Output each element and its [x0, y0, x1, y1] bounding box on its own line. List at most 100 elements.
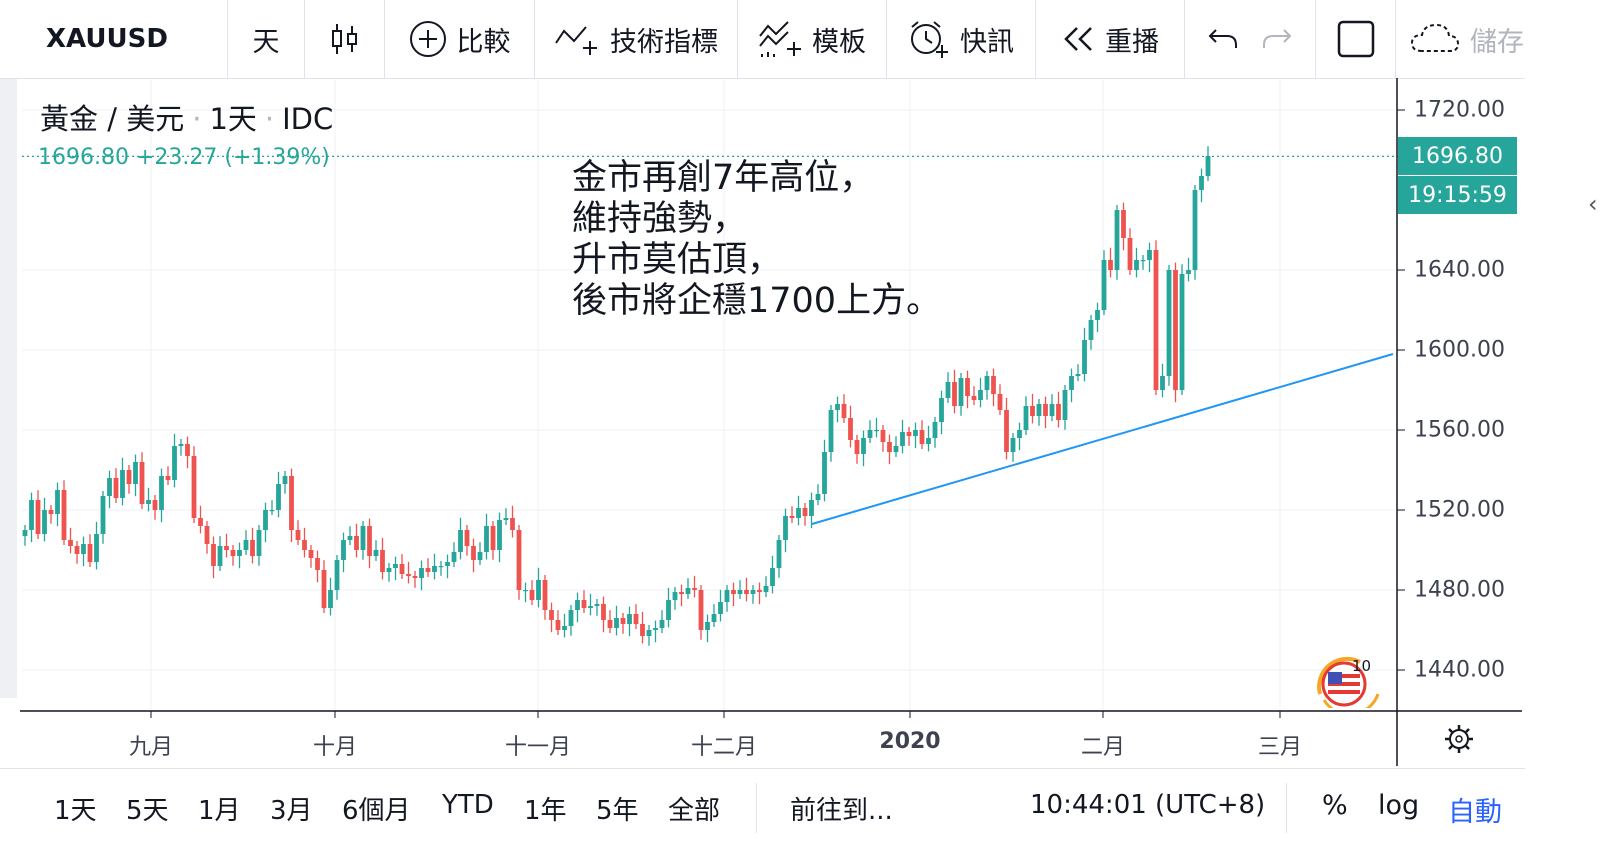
range-3m[interactable]: 3月: [270, 796, 313, 826]
countdown-tag: 19:15:59: [1398, 176, 1517, 214]
fullscreen-icon: [1337, 20, 1374, 58]
candle-body: [419, 568, 424, 578]
candle-body: [490, 526, 496, 550]
candle-body: [789, 516, 795, 518]
candle-body: [360, 526, 366, 550]
candle-body: [477, 552, 483, 560]
candle-body: [510, 518, 515, 530]
compare-label: 比較: [456, 26, 511, 58]
candle-body: [698, 590, 704, 630]
range-all[interactable]: 全部: [668, 796, 721, 826]
candle-body: [367, 526, 372, 556]
log-scale-toggle[interactable]: log: [1378, 790, 1420, 821]
symbol-label: XAUUSD: [46, 24, 168, 54]
time-axis-label: 十一月: [504, 735, 572, 760]
templates-button[interactable]: 模板: [738, 0, 887, 78]
candle-body: [237, 550, 242, 556]
chart-style-button[interactable]: [305, 0, 385, 78]
compare-button[interactable]: 比較: [385, 0, 535, 78]
candle-body: [1082, 340, 1087, 374]
candle-body: [1017, 430, 1022, 438]
candle-body: [373, 550, 379, 556]
range-1y[interactable]: 1年: [524, 796, 567, 826]
candle-body: [549, 610, 554, 620]
alarm-clock-icon: [911, 21, 948, 58]
range-5y[interactable]: 5年: [596, 796, 639, 826]
undo-icon[interactable]: [1207, 26, 1239, 52]
auto-scale-toggle[interactable]: 自動: [1448, 797, 1502, 828]
alert-button[interactable]: 快訊: [887, 0, 1036, 78]
top-toolbar: XAUUSD 天 比較 技術指標 模板 快訊 重播 儲存: [0, 0, 1525, 79]
candle-body: [269, 510, 275, 512]
indicators-label: 技術指標: [610, 26, 718, 58]
price-axis-label: 1720.00: [1414, 97, 1505, 123]
range-6m[interactable]: 6個月: [342, 796, 411, 826]
candle-body: [776, 540, 782, 568]
chart-annotation-text[interactable]: 金市再創7年高位， 維持強勢， 升市莫估頂， 後市將企穩1700上方。: [572, 158, 942, 321]
candle-body: [568, 610, 574, 626]
candle-body: [984, 376, 990, 390]
candle-body: [1121, 210, 1126, 238]
range-1m[interactable]: 1月: [198, 796, 241, 826]
clock-timezone-button[interactable]: 10:44:01 (UTC+8): [1030, 790, 1266, 820]
bottom-divider: [756, 783, 757, 833]
interval-button[interactable]: 天: [228, 0, 305, 78]
candle-body: [887, 442, 892, 452]
indicators-button[interactable]: 技術指標: [535, 0, 738, 78]
candle-body: [432, 566, 437, 572]
chevron-left-icon[interactable]: ‹: [1588, 190, 1598, 218]
range-5d[interactable]: 5天: [126, 796, 169, 826]
cloud-icon: [1410, 23, 1460, 52]
candle-body: [191, 456, 197, 518]
alert-label: 快訊: [960, 26, 1014, 58]
candle-body: [321, 570, 327, 608]
candle-body: [588, 606, 593, 608]
percent-scale-toggle[interactable]: %: [1322, 790, 1348, 821]
candle-body: [1114, 210, 1120, 270]
candle-body: [607, 620, 613, 628]
badge-count: 10: [1352, 657, 1371, 675]
candle-body: [1147, 250, 1152, 260]
range-ytd[interactable]: YTD: [442, 790, 494, 820]
time-axis-label: 三月: [1257, 735, 1303, 760]
settings-gear-icon[interactable]: [1444, 724, 1474, 754]
candle-body: [1140, 260, 1146, 262]
candle-body: [107, 478, 112, 496]
candle-body: [653, 628, 658, 630]
candle-body: [659, 620, 665, 628]
symbol-search-button[interactable]: XAUUSD: [0, 0, 228, 78]
replay-button[interactable]: 重播: [1036, 0, 1185, 78]
candlestick-chart[interactable]: [0, 78, 1525, 768]
candle-body: [1186, 270, 1191, 274]
candle-body: [965, 378, 970, 396]
candle-body: [932, 422, 938, 438]
time-axis-label: 十月: [312, 735, 358, 760]
fullscreen-button[interactable]: [1316, 0, 1396, 78]
candle-body: [503, 518, 509, 520]
candle-body: [152, 500, 158, 510]
candle-body: [113, 478, 119, 498]
candle-body: [991, 376, 996, 394]
candle-body: [1173, 270, 1178, 390]
range-1d[interactable]: 1天: [54, 796, 97, 826]
us-flag-badge[interactable]: 10: [1314, 654, 1386, 708]
candle-body: [315, 558, 320, 570]
candle-body: [256, 530, 262, 556]
candle-body: [685, 588, 691, 594]
candle-body: [952, 382, 957, 406]
price-axis-label: 1560.00: [1414, 417, 1505, 443]
candle-body: [1101, 260, 1107, 310]
candle-body: [731, 590, 736, 594]
redo-icon[interactable]: [1261, 26, 1293, 52]
candle-body: [217, 546, 223, 566]
candle-body: [74, 546, 80, 554]
candle-body: [295, 530, 301, 540]
candle-body: [997, 394, 1003, 410]
save-button[interactable]: 儲存: [1396, 0, 1524, 78]
candle-body: [464, 530, 470, 546]
candle-body: [139, 462, 145, 504]
candle-body: [939, 398, 944, 422]
goto-date-button[interactable]: 前往到...: [790, 796, 893, 826]
candle-body: [913, 430, 918, 436]
candle-body: [347, 536, 353, 540]
